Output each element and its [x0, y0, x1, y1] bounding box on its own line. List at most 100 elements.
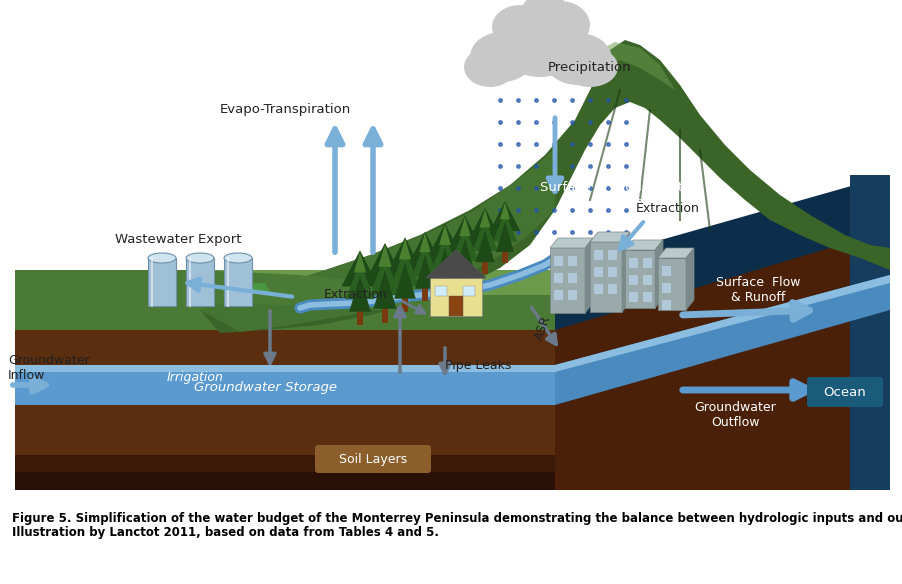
Bar [568, 273, 577, 283]
Text: Extraction: Extraction [636, 201, 700, 214]
Text: Ocean: Ocean [824, 385, 867, 398]
Polygon shape [658, 248, 694, 258]
Bar [462, 256, 468, 285]
Ellipse shape [530, 1, 590, 49]
Polygon shape [15, 330, 555, 490]
Polygon shape [15, 455, 555, 490]
Polygon shape [475, 230, 494, 262]
Text: Extraction: Extraction [324, 288, 388, 301]
Polygon shape [590, 42, 675, 90]
Polygon shape [419, 233, 431, 252]
Polygon shape [373, 270, 397, 309]
Polygon shape [369, 256, 400, 296]
Text: Groundwater
Outflow: Groundwater Outflow [695, 401, 776, 429]
Ellipse shape [544, 33, 612, 85]
Bar [625, 250, 655, 308]
Bar [643, 258, 652, 268]
Bar [482, 246, 488, 274]
Polygon shape [426, 250, 486, 278]
Polygon shape [391, 250, 419, 286]
Text: Groundwater Storage: Groundwater Storage [194, 381, 336, 394]
Polygon shape [686, 248, 694, 310]
Polygon shape [480, 209, 491, 228]
FancyBboxPatch shape [315, 445, 431, 473]
Polygon shape [349, 276, 371, 312]
Polygon shape [492, 211, 517, 242]
Polygon shape [379, 244, 391, 267]
Polygon shape [15, 295, 555, 330]
Text: Precipitation: Precipitation [548, 61, 631, 75]
Bar [608, 267, 617, 277]
Polygon shape [15, 270, 555, 330]
Ellipse shape [470, 32, 534, 82]
Polygon shape [200, 148, 555, 332]
Polygon shape [496, 222, 514, 252]
Polygon shape [622, 232, 630, 312]
Bar [463, 286, 475, 296]
Polygon shape [399, 238, 411, 259]
Bar [224, 258, 252, 306]
Bar [658, 258, 686, 310]
Ellipse shape [533, 9, 587, 47]
Polygon shape [550, 238, 593, 248]
Ellipse shape [548, 41, 609, 83]
Polygon shape [500, 202, 511, 220]
Bar [449, 296, 463, 316]
Bar [594, 267, 603, 277]
FancyBboxPatch shape [807, 377, 883, 407]
Polygon shape [439, 225, 451, 245]
Polygon shape [431, 236, 459, 271]
Polygon shape [555, 275, 890, 405]
Ellipse shape [464, 47, 516, 87]
Bar [357, 294, 363, 325]
Polygon shape [200, 40, 890, 333]
Ellipse shape [474, 40, 530, 80]
Text: Irrigation: Irrigation [167, 371, 224, 384]
Ellipse shape [224, 253, 252, 263]
Polygon shape [427, 224, 463, 259]
Polygon shape [590, 232, 630, 242]
Bar [422, 272, 428, 301]
Polygon shape [342, 251, 379, 287]
Polygon shape [345, 263, 374, 299]
Bar [435, 286, 447, 296]
Polygon shape [220, 283, 270, 294]
Bar [643, 292, 652, 302]
Bar [608, 284, 617, 294]
Bar [402, 280, 408, 312]
Bar [148, 258, 176, 306]
Ellipse shape [521, 0, 569, 33]
Text: Pipe Leaks: Pipe Leaks [445, 359, 511, 371]
Polygon shape [472, 219, 498, 251]
Polygon shape [15, 365, 555, 372]
Text: Surface & Groundwater
Storage: Surface & Groundwater Storage [539, 181, 696, 209]
Polygon shape [15, 365, 555, 405]
Polygon shape [625, 240, 663, 250]
Ellipse shape [498, 13, 582, 77]
Bar [662, 300, 671, 310]
Bar [554, 290, 563, 300]
Ellipse shape [562, 47, 618, 87]
Text: ASR: ASR [532, 314, 554, 342]
Bar [590, 242, 622, 312]
Bar [442, 265, 448, 296]
Bar [568, 290, 577, 300]
Ellipse shape [495, 12, 545, 48]
Polygon shape [435, 248, 456, 283]
Polygon shape [354, 252, 366, 273]
Bar [629, 292, 638, 302]
Text: Wastewater Export: Wastewater Export [115, 234, 241, 246]
Polygon shape [459, 217, 471, 237]
Bar [629, 258, 638, 268]
Polygon shape [15, 270, 555, 295]
Polygon shape [15, 472, 555, 490]
Polygon shape [408, 232, 442, 265]
Polygon shape [455, 239, 475, 273]
Bar [662, 283, 671, 293]
Bar [608, 250, 617, 260]
Bar [643, 275, 652, 285]
Bar [554, 273, 563, 283]
Polygon shape [469, 208, 502, 240]
Polygon shape [451, 227, 479, 261]
Polygon shape [447, 215, 483, 249]
